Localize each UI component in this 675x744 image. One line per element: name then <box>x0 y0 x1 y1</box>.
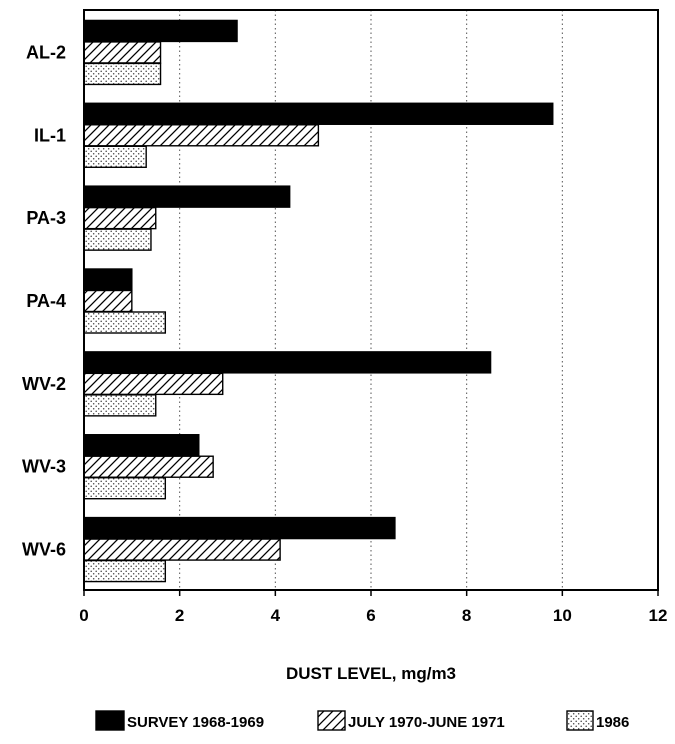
bar-wv-2-series-3 <box>83 394 157 417</box>
bar-wv-3-series-3 <box>83 477 167 500</box>
bar-wv-6-series-1 <box>83 516 396 540</box>
bar-wv-3-series-2 <box>83 455 214 478</box>
category-label: IL-1 <box>34 125 66 145</box>
legend-label-series-2: JULY 1970-JUNE 1971 <box>348 714 505 731</box>
grid-lines <box>179 10 563 590</box>
bar-pa-3-series-1 <box>83 185 291 208</box>
bar-il-1-series-3 <box>83 145 147 168</box>
x-tick-labels: 0 2 4 6 8 10 12 <box>79 590 667 625</box>
category-label: PA-3 <box>26 208 66 228</box>
category-label: WV-3 <box>22 457 66 477</box>
legend-swatch-series-1 <box>95 710 125 731</box>
bar-pa-4-series-2 <box>83 289 133 313</box>
legend-label-series-1: SURVEY 1968-1969 <box>127 714 264 731</box>
bar-wv-2-series-1 <box>83 351 492 374</box>
category-label: PA-4 <box>26 291 66 311</box>
bar-pa-3-series-2 <box>83 206 157 230</box>
bar-al-2-series-1 <box>83 19 238 43</box>
bar-pa-4-series-3 <box>83 311 167 334</box>
category-labels: AL-2 IL-1 PA-3 PA-4 WV-2 WV-3 WV-6 <box>22 42 66 559</box>
bar-wv-6-series-2 <box>83 538 281 561</box>
legend-label-series-3: 1986 <box>596 714 629 731</box>
x-tick-label: 4 <box>271 606 281 625</box>
bar-al-2-series-3 <box>83 62 162 86</box>
bar-wv-3-series-1 <box>83 434 200 457</box>
category-label: AL-2 <box>26 42 66 62</box>
bar-il-1-series-2 <box>83 124 320 147</box>
x-tick-label: 2 <box>175 606 184 625</box>
x-tick-label: 0 <box>79 606 88 625</box>
x-tick-label: 12 <box>649 606 668 625</box>
bar-pa-3-series-3 <box>83 228 152 251</box>
bar-il-1-series-1 <box>83 102 554 125</box>
x-tick-label: 8 <box>462 606 471 625</box>
bar-wv-6-series-3 <box>83 559 167 583</box>
x-axis-label: DUST LEVEL, mg/m3 <box>286 664 456 683</box>
legend: SURVEY 1968-1969 JULY 1970-JUNE 1971 1986 <box>95 710 629 731</box>
x-tick-label: 6 <box>366 606 375 625</box>
bars <box>83 19 554 583</box>
bar-wv-2-series-2 <box>83 372 224 396</box>
legend-swatch-series-2 <box>317 710 346 731</box>
legend-swatch-series-3 <box>566 710 594 731</box>
x-tick-label: 10 <box>553 606 572 625</box>
bar-pa-4-series-1 <box>83 268 133 291</box>
bar-al-2-series-2 <box>83 41 162 64</box>
category-label: WV-2 <box>22 374 66 394</box>
category-label: WV-6 <box>22 540 66 560</box>
